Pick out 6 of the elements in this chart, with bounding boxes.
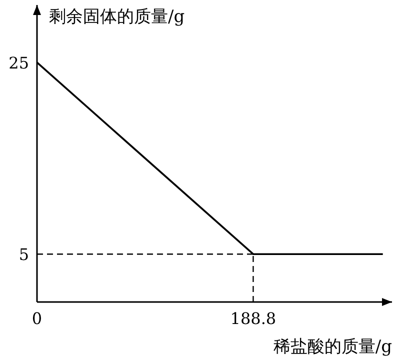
y-tick-label: 5 [18,245,29,264]
y-axis-title: 剩余固体的质量/g [49,7,185,27]
x-axis-title: 稀盐酸的质量/g [273,337,392,357]
y-tick-label: 25 [8,53,29,72]
x-tick-label: 0 [32,309,42,328]
x-tick-label: 188.8 [230,309,276,328]
